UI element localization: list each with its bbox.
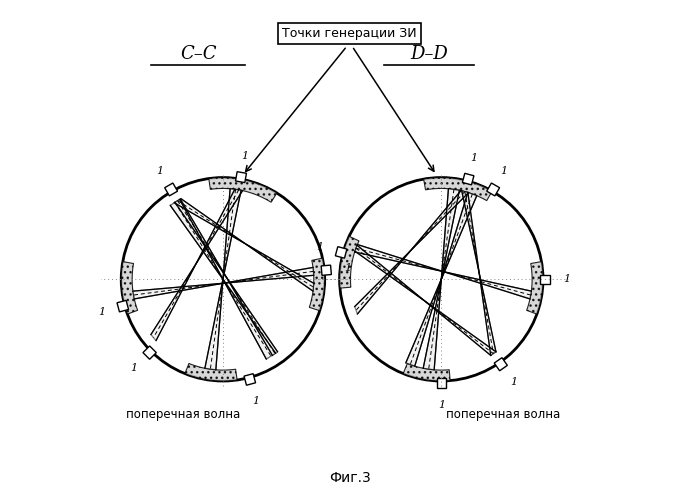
Text: поперечная волна: поперечная волна (446, 408, 561, 421)
Polygon shape (174, 199, 314, 291)
Polygon shape (121, 261, 138, 314)
Text: 1: 1 (345, 263, 352, 273)
Polygon shape (423, 189, 459, 370)
Polygon shape (133, 267, 314, 299)
Polygon shape (185, 363, 237, 381)
Text: Точки генерации ЗИ: Точки генерации ЗИ (282, 27, 417, 40)
Polygon shape (143, 346, 157, 359)
Polygon shape (462, 191, 496, 355)
Polygon shape (494, 358, 507, 371)
Text: 1: 1 (131, 363, 138, 373)
Text: D–D: D–D (410, 45, 448, 63)
Polygon shape (236, 172, 247, 183)
Polygon shape (424, 178, 492, 201)
Polygon shape (437, 378, 446, 388)
Polygon shape (354, 191, 468, 314)
Polygon shape (209, 178, 277, 202)
Text: поперечная волна: поперечная волна (127, 408, 240, 421)
Polygon shape (406, 193, 477, 366)
Polygon shape (175, 199, 278, 355)
Text: 1: 1 (252, 396, 259, 406)
Text: 1: 1 (500, 166, 507, 176)
Text: 1: 1 (241, 151, 248, 161)
Text: 1: 1 (157, 166, 164, 176)
Text: Фиг.3: Фиг.3 (329, 471, 370, 485)
Text: 1: 1 (470, 153, 477, 163)
Text: 1: 1 (563, 274, 570, 284)
Polygon shape (403, 363, 450, 381)
Polygon shape (321, 265, 331, 275)
Polygon shape (171, 200, 275, 359)
Polygon shape (540, 274, 549, 284)
Polygon shape (151, 189, 243, 341)
Text: 1: 1 (438, 400, 445, 410)
Text: 1: 1 (317, 242, 324, 252)
Polygon shape (310, 258, 325, 311)
Polygon shape (354, 245, 531, 299)
Polygon shape (244, 374, 256, 385)
Polygon shape (462, 173, 474, 185)
Polygon shape (340, 237, 359, 288)
Polygon shape (117, 300, 129, 312)
Polygon shape (205, 189, 241, 370)
Polygon shape (526, 261, 543, 314)
Polygon shape (336, 247, 347, 258)
Text: 1: 1 (510, 377, 517, 387)
Polygon shape (165, 183, 178, 196)
Text: 1: 1 (98, 307, 106, 317)
Text: C–C: C–C (180, 45, 217, 63)
Polygon shape (487, 183, 500, 196)
Polygon shape (355, 245, 496, 355)
